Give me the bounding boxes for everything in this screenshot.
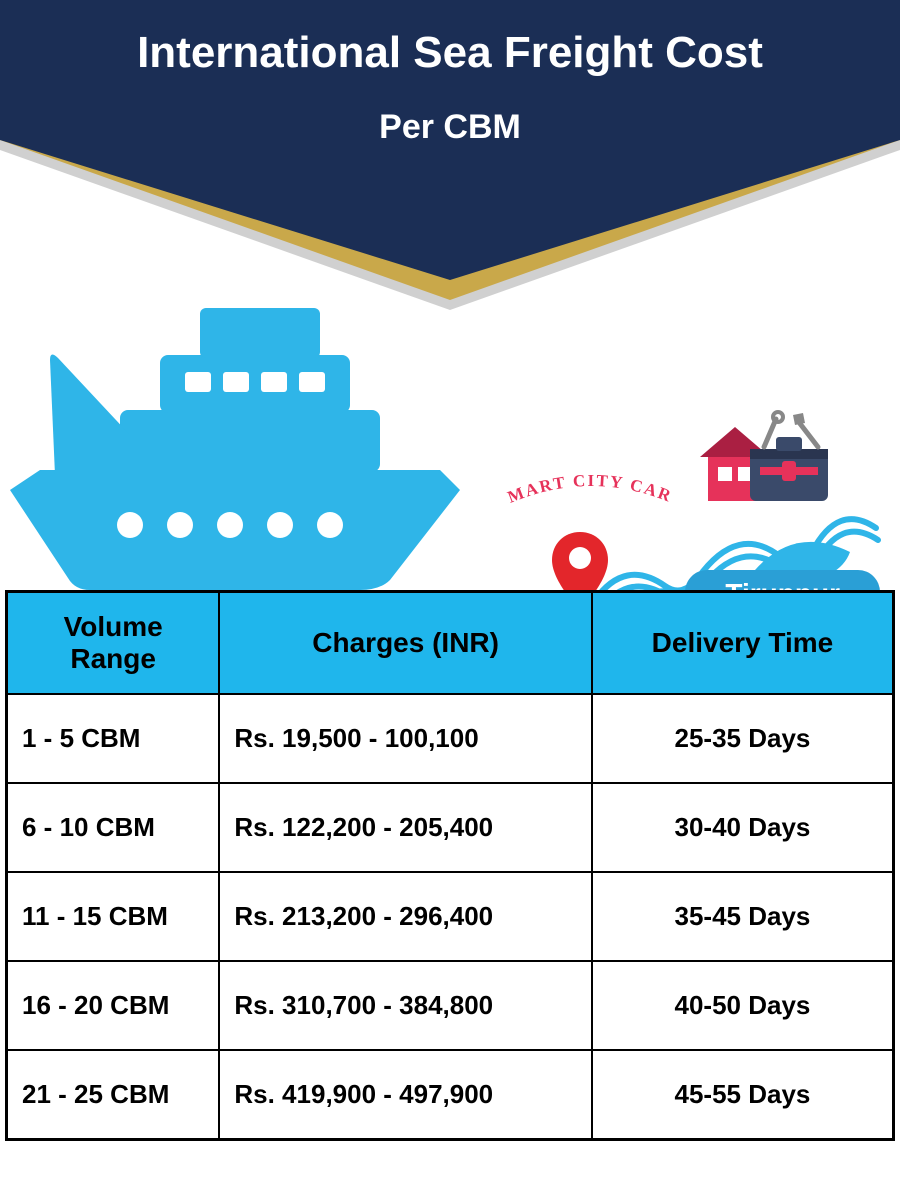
table-header-row: Volume Range Charges (INR) Delivery Time	[7, 592, 894, 695]
brand-logo-text-arc: SMART CITY CARE	[496, 475, 686, 509]
brand-logo-icon	[690, 409, 840, 509]
cell-volume: 1 - 5 CBM	[7, 694, 220, 783]
cell-charges: Rs. 122,200 - 205,400	[219, 783, 592, 872]
table-row: 16 - 20 CBMRs. 310,700 - 384,80040-50 Da…	[7, 961, 894, 1050]
brand-logo: SMART CITY CARE	[496, 405, 840, 514]
cell-volume: 11 - 15 CBM	[7, 872, 220, 961]
table-row: 21 - 25 CBMRs. 419,900 - 497,90045-55 Da…	[7, 1050, 894, 1140]
cell-charges: Rs. 310,700 - 384,800	[219, 961, 592, 1050]
table-row: 11 - 15 CBMRs. 213,200 - 296,40035-45 Da…	[7, 872, 894, 961]
table-row: 1 - 5 CBMRs. 19,500 - 100,10025-35 Days	[7, 694, 894, 783]
ship-icon	[0, 260, 480, 600]
page-title: International Sea Freight Cost	[0, 28, 900, 78]
table-row: 6 - 10 CBMRs. 122,200 - 205,40030-40 Day…	[7, 783, 894, 872]
cell-delivery: 30-40 Days	[592, 783, 894, 872]
freight-cost-table: Volume Range Charges (INR) Delivery Time…	[5, 590, 895, 1141]
col-header-charges: Charges (INR)	[219, 592, 592, 695]
cell-charges: Rs. 19,500 - 100,100	[219, 694, 592, 783]
cell-charges: Rs. 419,900 - 497,900	[219, 1050, 592, 1140]
page-subtitle: Per CBM	[0, 108, 900, 147]
hero-graphic-area: SMART CITY CARE Tiruppur	[0, 200, 900, 600]
cell-volume: 16 - 20 CBM	[7, 961, 220, 1050]
col-header-volume: Volume Range	[7, 592, 220, 695]
col-header-delivery: Delivery Time	[592, 592, 894, 695]
cell-delivery: 40-50 Days	[592, 961, 894, 1050]
cell-delivery: 25-35 Days	[592, 694, 894, 783]
cell-charges: Rs. 213,200 - 296,400	[219, 872, 592, 961]
svg-text:SMART CITY CARE: SMART CITY CARE	[496, 475, 675, 507]
cell-volume: 21 - 25 CBM	[7, 1050, 220, 1140]
cell-volume: 6 - 10 CBM	[7, 783, 220, 872]
cell-delivery: 45-55 Days	[592, 1050, 894, 1140]
cell-delivery: 35-45 Days	[592, 872, 894, 961]
